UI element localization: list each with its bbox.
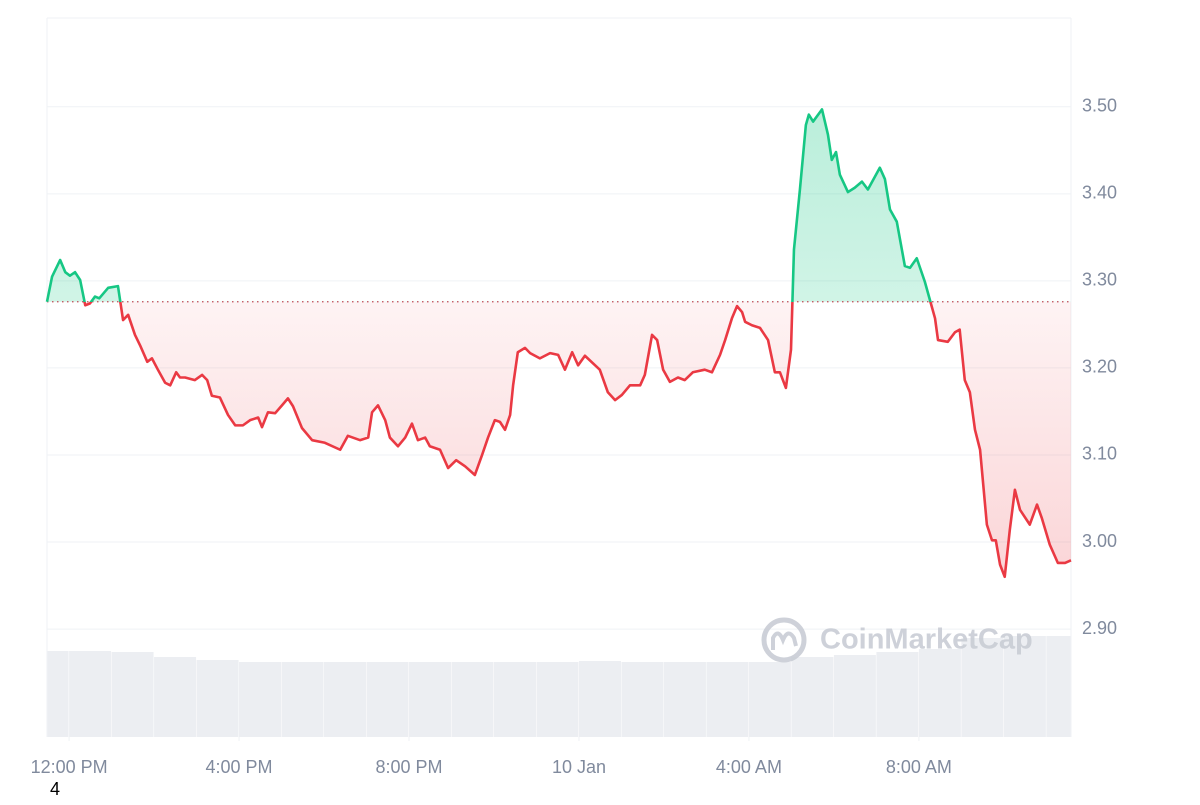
volume-bar (621, 662, 664, 737)
y-tick-label: 3.20 (1082, 357, 1117, 377)
volume-bar (111, 652, 154, 737)
y-tick-label: 3.50 (1082, 96, 1117, 116)
volume-bar (154, 657, 197, 737)
volume-bar (876, 652, 919, 737)
y-tick-label: 3.40 (1082, 183, 1117, 203)
volume-bar (493, 662, 536, 737)
volume-bar (663, 662, 706, 737)
y-tick-label: 3.10 (1082, 444, 1117, 464)
x-tick-label: 4:00 AM (716, 757, 782, 777)
volume-bar (578, 661, 621, 737)
watermark: CoinMarketCap (820, 624, 1033, 656)
volume-bar (833, 655, 876, 737)
x-tick-label: 10 Jan (552, 757, 606, 777)
volume-bar (239, 662, 282, 737)
volume-bar (451, 662, 494, 737)
x-tick-label: 12:00 PM (31, 757, 108, 777)
volume-bar (324, 662, 367, 737)
plot-layer (45, 108, 1072, 579)
volume-bar (1046, 636, 1071, 737)
grid-layer (46, 17, 1072, 741)
price-line (45, 108, 1072, 579)
x-tick-label: 8:00 AM (886, 757, 952, 777)
volume-bar (1003, 636, 1046, 737)
y-tick-label: 3.00 (1082, 531, 1117, 551)
volume-bar (961, 638, 1004, 737)
watermark-group: CoinMarketCap (761, 617, 1033, 663)
volume-layer (47, 636, 1071, 737)
watermark-logo (761, 617, 807, 663)
y-tick-label: 3.30 (1082, 270, 1117, 290)
x-tick-label: 8:00 PM (375, 757, 442, 777)
volume-bar (791, 657, 834, 737)
corner-text: 4 (50, 779, 60, 799)
watermark-logo-mark (771, 631, 798, 650)
volume-bar (536, 662, 579, 737)
x-tick-label: 4:00 PM (206, 757, 273, 777)
volume-bar (196, 660, 239, 737)
volume-bar (409, 662, 452, 737)
y-tick-label: 2.90 (1082, 618, 1117, 638)
volume-bar (748, 662, 791, 737)
volume-bar (281, 662, 324, 737)
volume-bar (366, 662, 409, 737)
volume-bar (69, 651, 112, 737)
volume-bar (918, 649, 961, 737)
volume-bar (706, 662, 749, 737)
price-area (47, 109, 1071, 577)
volume-bar (47, 651, 69, 737)
